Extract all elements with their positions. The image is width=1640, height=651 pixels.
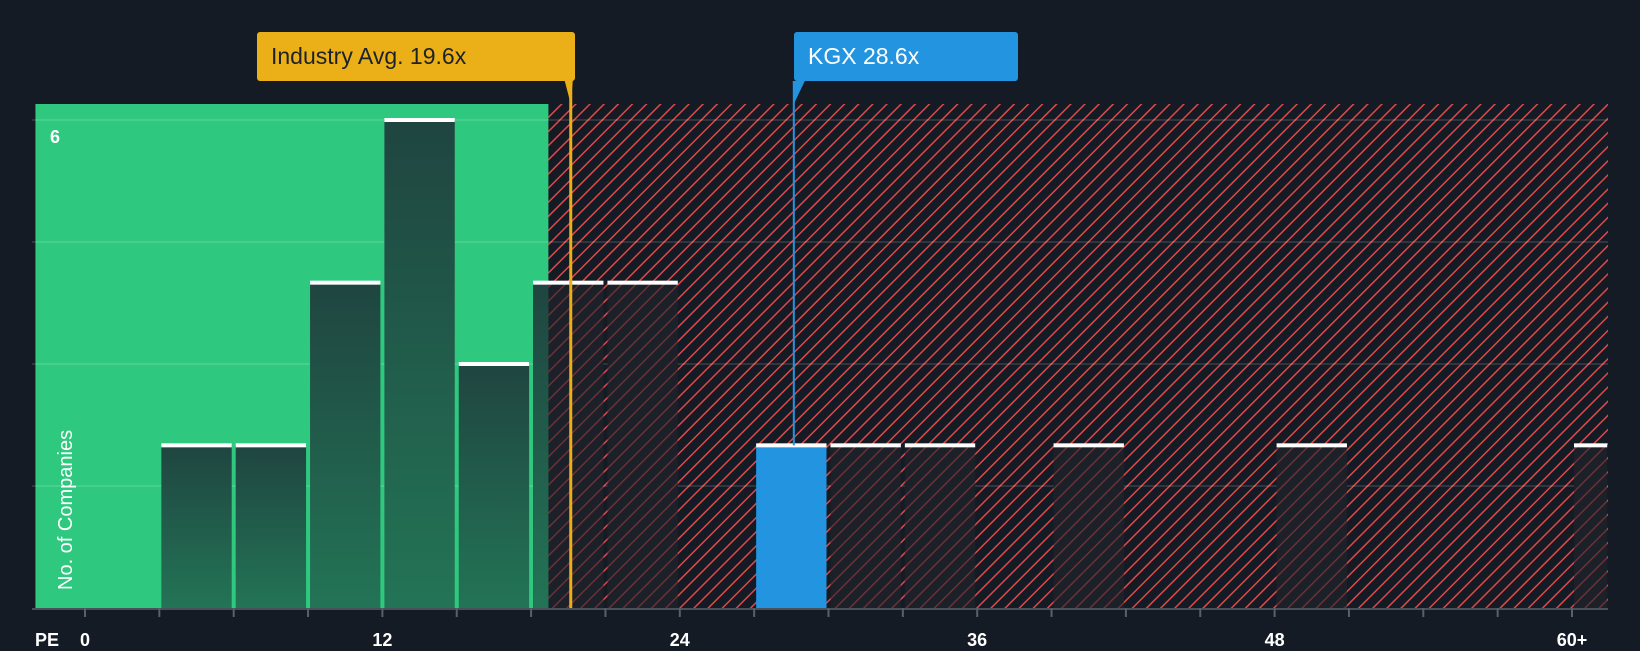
company-pe-label: KGX 28.6x [808,43,920,69]
bar-33-36 [904,445,976,608]
reference-lines [564,81,805,608]
bar-12-15 [384,120,455,608]
bar-27-30 [756,445,827,608]
bar-21-24 [607,282,678,608]
bar-cap [904,443,976,448]
bar-cap [310,280,381,285]
bar-cap [458,362,530,366]
bar-15-18 [458,364,530,608]
bar-3-6 [161,445,232,608]
bar-60+ [1574,445,1608,608]
bar-overlay [548,282,604,608]
bar-cap [607,280,678,285]
bar-9-12 [310,282,381,608]
histogram-bars [161,118,1608,608]
x-tick-label: 24 [669,630,690,650]
bar-green-part [533,282,549,608]
bar-cap [756,443,827,448]
bar-cap [533,280,604,285]
bar-cap [161,443,232,448]
industry-average-callout: Industry Avg. 19.6x [257,32,575,81]
x-tick-label: 60+ [1556,630,1588,650]
bar-cap [1053,443,1124,448]
x-tick-label: 12 [372,630,393,650]
bar-30-33 [830,445,901,608]
x-tick-label: 36 [967,630,988,650]
x-tick-label: 0 [79,630,91,650]
x-axis-name: PE [35,630,60,650]
valuation-regions [35,104,1609,608]
bar-cap [830,443,901,448]
bar-cap [1276,443,1347,448]
y-axis-label: No. of Companies [55,429,77,590]
x-tick-label: 48 [1264,630,1285,650]
bar-cap [235,443,307,448]
industry-average-label: Industry Avg. 19.6x [271,43,467,69]
bar-cap [384,118,455,122]
x-axis [32,608,1608,617]
bar-39-42 [1053,445,1124,608]
company-callout-pointer [792,81,805,104]
bar-cap [1574,443,1608,448]
bar-48-51 [1276,445,1347,608]
y-tick-label-6: 6 [50,127,61,147]
company-pe-callout: KGX 28.6x [794,32,1018,81]
bar-6-9 [235,445,307,608]
